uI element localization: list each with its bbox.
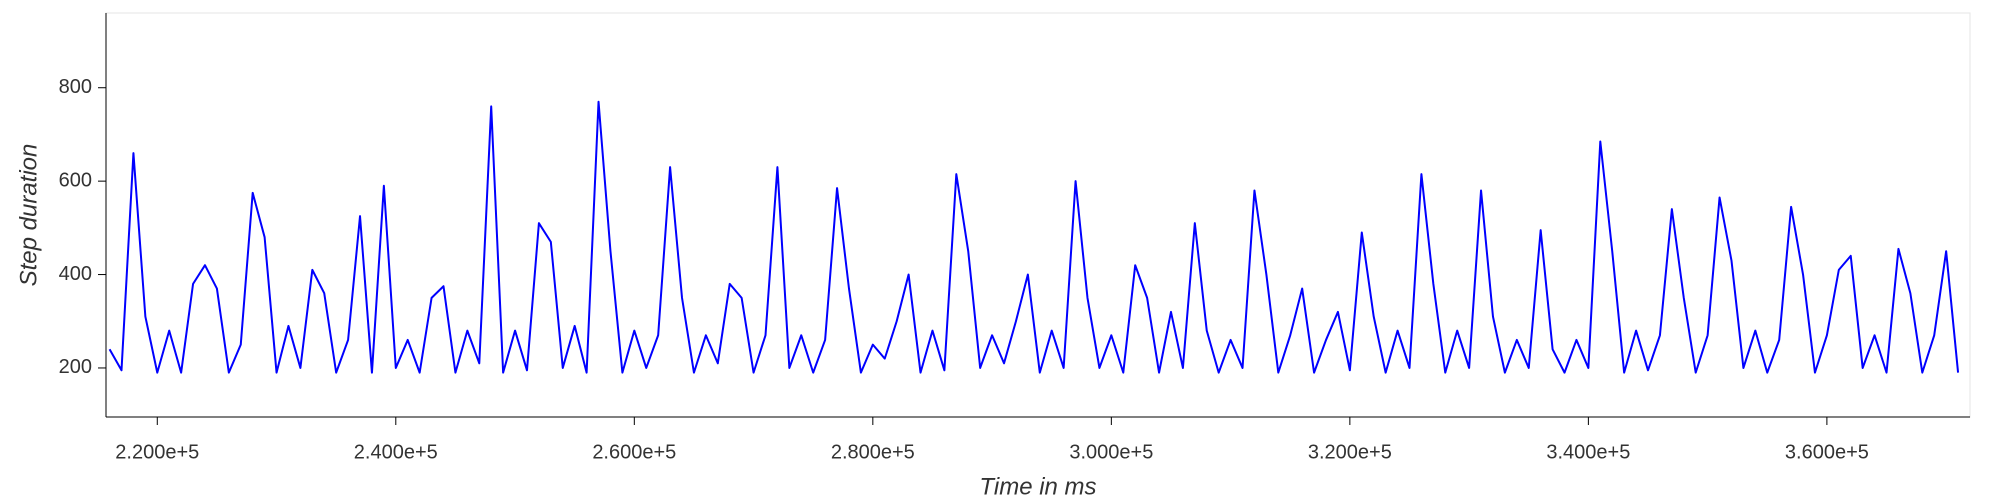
x-tick-label: 3.200e+5 (1308, 441, 1392, 463)
x-tick-label: 3.400e+5 (1546, 441, 1630, 463)
y-tick-label: 400 (59, 263, 92, 285)
y-tick-label: 800 (59, 76, 92, 98)
y-tick-label: 600 (59, 169, 92, 191)
y-axis-label: Step duration (15, 144, 42, 287)
x-tick-label: 2.200e+5 (115, 441, 199, 463)
x-tick-label: 2.600e+5 (592, 441, 676, 463)
x-tick-label: 3.600e+5 (1785, 441, 1869, 463)
y-tick-label: 200 (59, 356, 92, 378)
x-tick-label: 3.000e+5 (1069, 441, 1153, 463)
x-tick-label: 2.400e+5 (354, 441, 438, 463)
x-axis-label: Time in ms (979, 473, 1096, 500)
x-tick-label: 2.800e+5 (831, 441, 915, 463)
data-line (108, 100, 1960, 374)
